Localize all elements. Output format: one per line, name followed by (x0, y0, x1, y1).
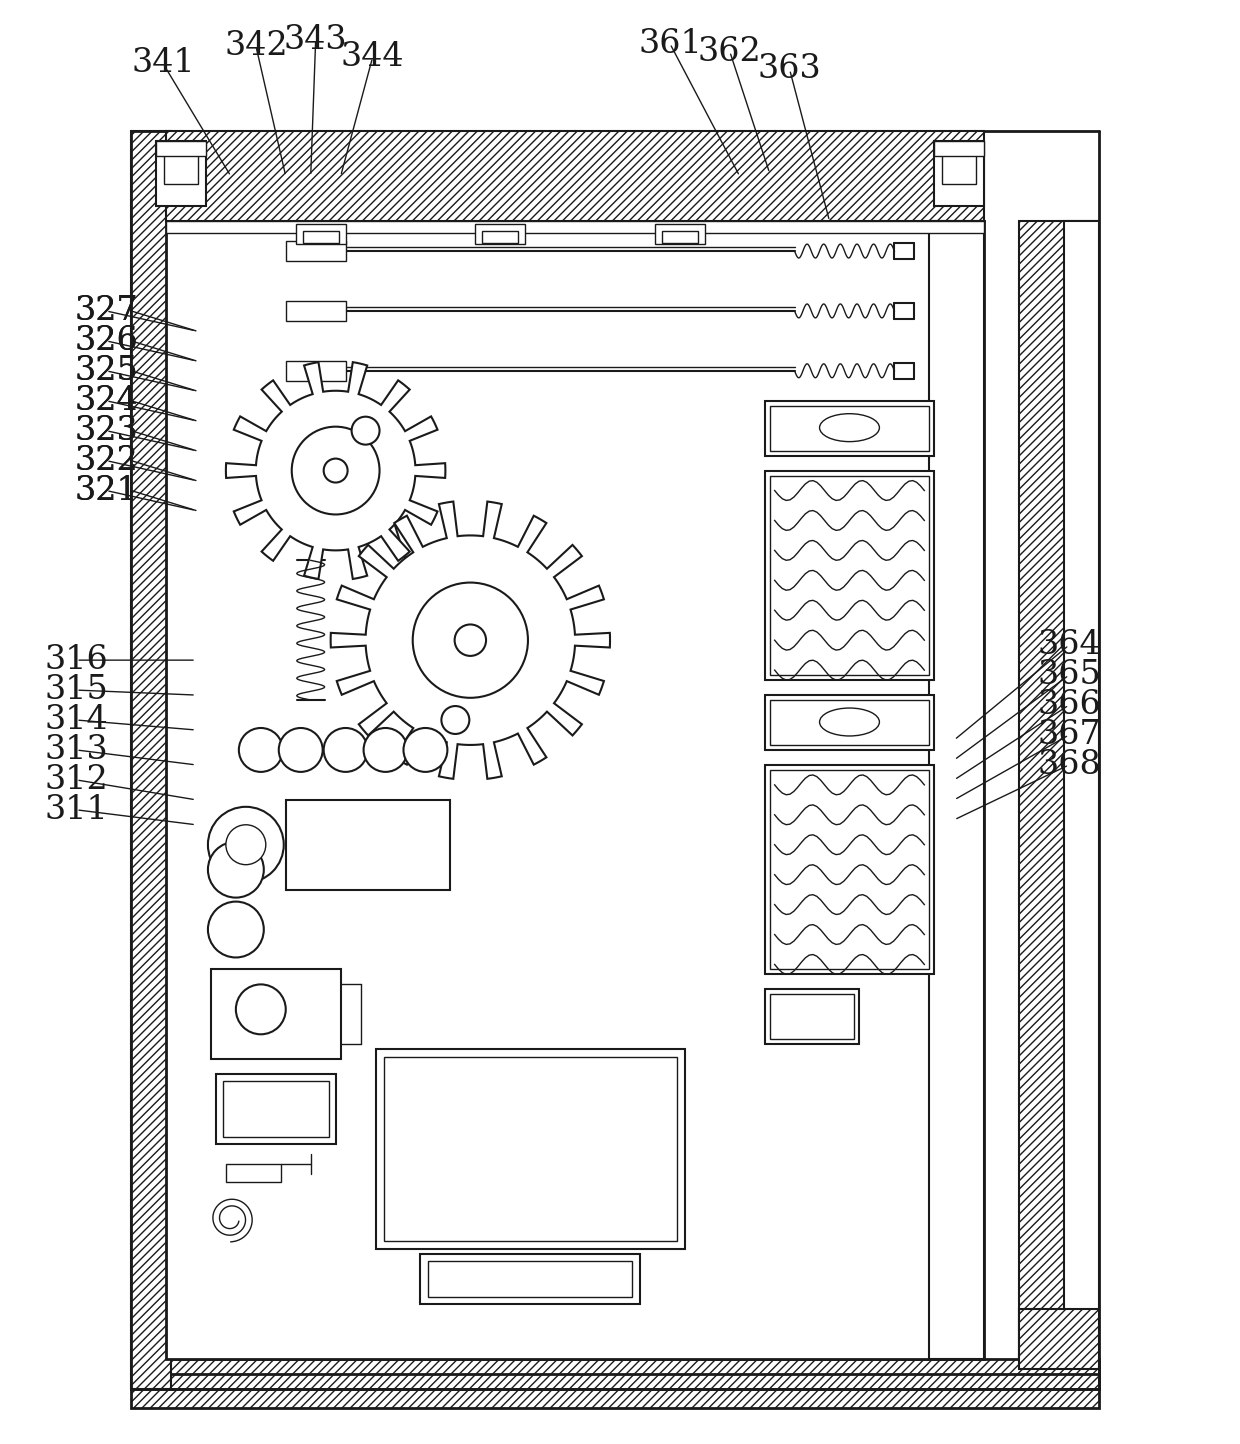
Bar (131, 1373, 1099, 1389)
Bar (662, 231, 698, 243)
Bar (482, 231, 518, 243)
Bar (303, 231, 339, 243)
Text: 362: 362 (698, 36, 761, 68)
Bar (765, 401, 934, 456)
Text: 322: 322 (74, 445, 138, 477)
Text: 324: 324 (74, 384, 138, 417)
Bar (429, 1261, 632, 1297)
Text: 322: 322 (74, 445, 138, 477)
Circle shape (279, 728, 322, 773)
Circle shape (363, 728, 408, 773)
Bar (295, 224, 346, 244)
Bar (770, 770, 929, 969)
Text: 326: 326 (74, 325, 138, 357)
Bar (383, 1057, 677, 1240)
Text: 313: 313 (45, 734, 108, 765)
Bar (285, 300, 346, 321)
Text: 325: 325 (74, 355, 138, 387)
Polygon shape (226, 362, 445, 579)
Bar (475, 224, 526, 244)
Ellipse shape (820, 708, 879, 736)
Circle shape (403, 728, 448, 773)
Bar (765, 989, 859, 1044)
Circle shape (324, 459, 347, 482)
Bar (211, 969, 341, 1060)
Text: 312: 312 (45, 764, 108, 796)
Text: 314: 314 (45, 705, 108, 736)
Circle shape (208, 901, 264, 957)
Bar (226, 1164, 280, 1183)
Text: 361: 361 (639, 27, 702, 59)
Bar (216, 1074, 336, 1144)
Bar (655, 224, 704, 244)
Bar (770, 406, 929, 451)
Text: 367: 367 (1037, 719, 1101, 751)
Bar (765, 471, 934, 680)
Text: 327: 327 (74, 295, 138, 326)
Text: 365: 365 (1037, 658, 1101, 692)
Circle shape (291, 426, 379, 514)
Bar (166, 221, 985, 1359)
Bar (164, 149, 198, 185)
Bar (770, 995, 854, 1040)
Text: 326: 326 (74, 325, 138, 357)
Text: 316: 316 (45, 644, 108, 676)
Text: 366: 366 (1037, 689, 1101, 721)
Text: 363: 363 (758, 53, 821, 85)
Bar (1064, 221, 1099, 1359)
Text: 368: 368 (1037, 749, 1101, 781)
Bar (166, 221, 985, 232)
Bar (166, 131, 985, 221)
Text: 327: 327 (74, 295, 138, 326)
Bar (376, 1050, 684, 1249)
Bar (765, 695, 934, 749)
Text: 323: 323 (74, 414, 138, 446)
Circle shape (441, 706, 469, 734)
Circle shape (455, 624, 486, 656)
Bar (770, 475, 929, 676)
Bar (1019, 221, 1099, 1359)
Text: 341: 341 (131, 48, 195, 79)
Circle shape (352, 417, 379, 445)
Bar (942, 149, 976, 185)
Bar (156, 142, 206, 206)
Circle shape (324, 728, 367, 773)
Text: 321: 321 (74, 475, 138, 507)
Bar (285, 241, 346, 261)
Text: 321: 321 (74, 475, 138, 507)
Bar (934, 142, 985, 156)
Text: 344: 344 (341, 42, 404, 74)
Circle shape (236, 985, 285, 1034)
Bar (131, 1359, 1099, 1408)
Text: 324: 324 (74, 384, 138, 417)
Bar (420, 1253, 640, 1304)
Bar (934, 142, 985, 206)
Bar (223, 1082, 329, 1136)
Text: 323: 323 (74, 414, 138, 446)
Text: 364: 364 (1037, 630, 1101, 661)
Bar (131, 131, 171, 1389)
Bar (285, 361, 346, 381)
Circle shape (208, 842, 264, 898)
Circle shape (413, 582, 528, 697)
Text: 342: 342 (224, 29, 288, 62)
Ellipse shape (820, 413, 879, 442)
Text: 315: 315 (45, 674, 108, 706)
Circle shape (208, 807, 284, 882)
Text: 325: 325 (74, 355, 138, 387)
Bar (770, 700, 929, 745)
Bar (765, 765, 934, 975)
Circle shape (226, 825, 265, 865)
Bar (156, 142, 206, 156)
Text: 311: 311 (45, 794, 108, 826)
Bar (929, 221, 985, 1359)
Bar (285, 800, 450, 890)
Circle shape (239, 728, 283, 773)
Polygon shape (331, 501, 610, 778)
Bar (1019, 1308, 1099, 1369)
Text: 343: 343 (284, 23, 347, 55)
